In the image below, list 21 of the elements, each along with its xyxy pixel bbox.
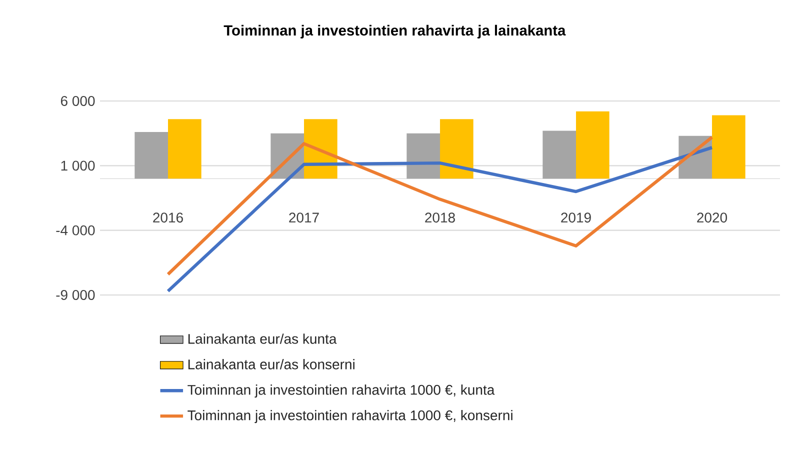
- x-tick-label: 2018: [425, 212, 455, 223]
- bar: [134, 132, 168, 179]
- y-tick-label: -4 000: [56, 225, 95, 236]
- legend-label: Toiminnan ja investointien rahavirta 1000 €, kunta: [188, 384, 495, 398]
- bar: [168, 119, 202, 179]
- y-tick-label: -9 000: [56, 290, 95, 300]
- bar: [406, 133, 440, 179]
- bar: [576, 111, 610, 179]
- x-tick-label: 2019: [561, 212, 591, 223]
- y-tick-label: 1 000: [61, 160, 95, 171]
- legend-label: Lainakanta eur/as kunta: [188, 334, 337, 344]
- legend-label: Toiminnan ja investointien rahavirta 1000 €, konserni: [188, 410, 512, 424]
- x-tick-label: 2020: [697, 212, 728, 223]
- legend-label: Lainakanta eur/as konserni: [188, 359, 354, 370]
- bar: [542, 130, 576, 179]
- x-tick-label: 2016: [153, 212, 183, 223]
- x-tick-label: 2017: [289, 212, 319, 223]
- bar: [712, 115, 746, 179]
- y-tick-label: 6 000: [60, 96, 95, 106]
- bar: [440, 119, 474, 179]
- chart-title: Toiminnan ja investointien rahavirta ja lainakanta: [224, 24, 566, 38]
